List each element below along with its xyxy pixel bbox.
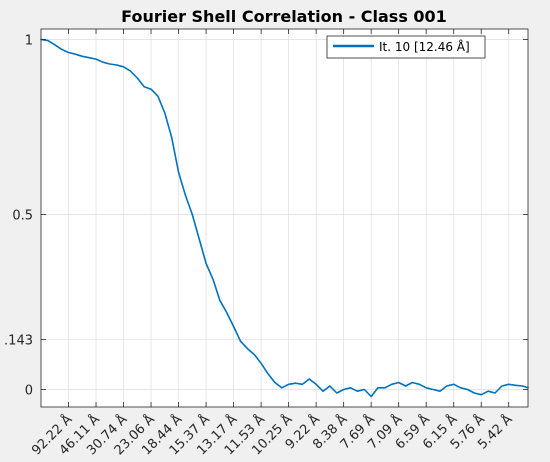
series-line-0	[40, 38, 529, 398]
series-layer	[40, 38, 529, 398]
chart-title: Fourier Shell Correlation - Class 001	[121, 7, 447, 26]
y-tick-label: 0	[25, 384, 33, 399]
axis-ticks	[41, 29, 528, 407]
legend-box	[326, 35, 486, 59]
x-tick-labels: 92.22 Å46.11 Å30.74 Å23.06 Å18.44 Å15.37…	[28, 411, 515, 458]
y-tick-labels: 1 0.5 .143 0	[4, 34, 33, 399]
grid-lines	[41, 29, 528, 407]
plot-frame	[40, 28, 529, 408]
legend-label: It. 10 [12.46 Å]	[379, 39, 470, 54]
plot-area	[41, 29, 528, 407]
y-tick-label: .143	[4, 333, 33, 348]
legend: It. 10 [12.46 Å]	[326, 35, 486, 59]
y-tick-label: 0.5	[12, 209, 33, 224]
y-tick-label: 1	[25, 34, 33, 49]
